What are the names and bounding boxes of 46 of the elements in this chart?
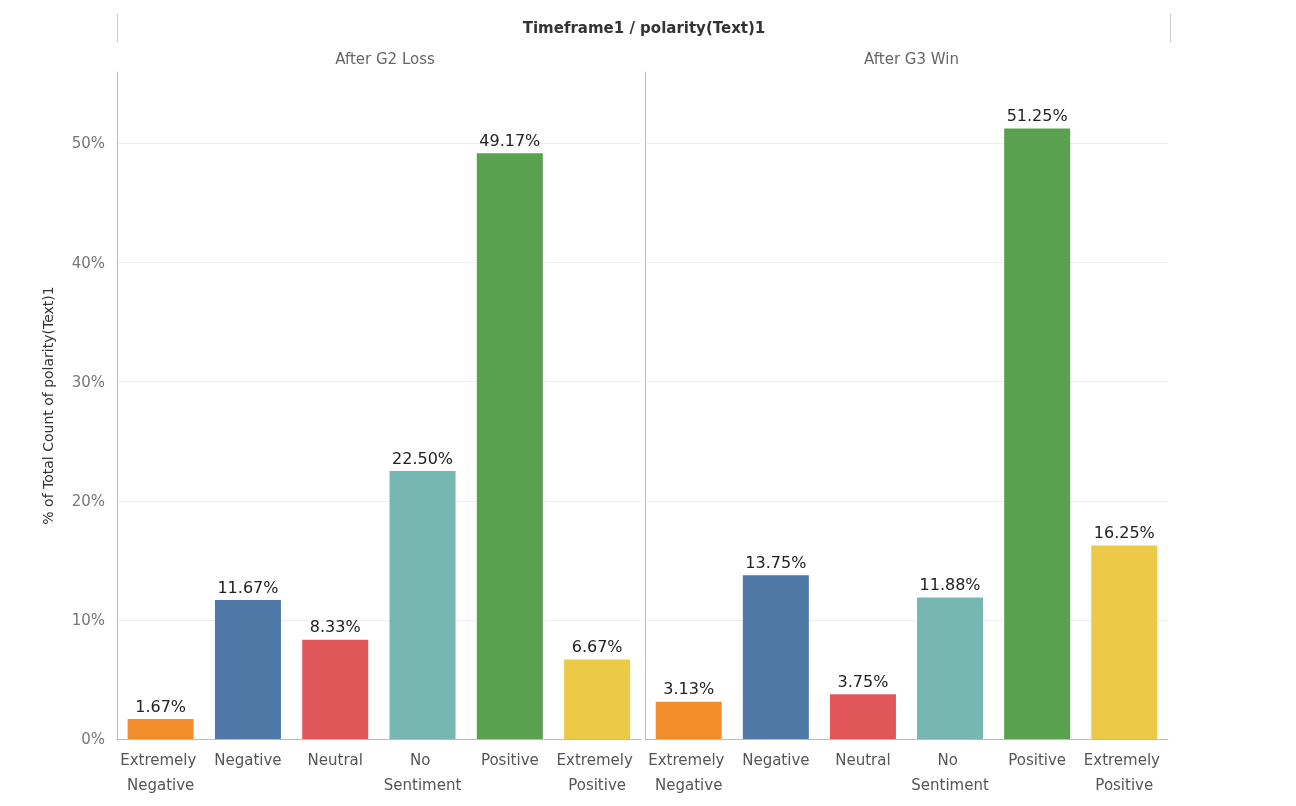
x-tick-label: Neutral (835, 750, 891, 769)
data-label: 13.75% (745, 552, 807, 572)
bar (742, 575, 809, 739)
bar (564, 659, 631, 739)
data-label: 49.17% (479, 130, 541, 150)
x-tick-label: Negative (742, 750, 810, 769)
x-tick-label: Neutral (307, 750, 363, 769)
data-label: 16.25% (1093, 522, 1155, 542)
x-tick-label: Positive (480, 750, 539, 769)
y-tick-label: 40% (71, 253, 105, 272)
x-tick-label: Positive (1008, 750, 1067, 769)
bar (214, 600, 281, 739)
chart-subtitle: After G3 Win (864, 49, 959, 68)
data-label: 3.75% (837, 671, 889, 691)
data-label: 8.33% (309, 617, 361, 637)
x-tick-label: Extremely Positive (556, 750, 638, 794)
y-tick-label: 10% (71, 610, 105, 629)
x-tick-label: Extremely Negative (120, 750, 202, 794)
chart-title: Timeframe1 / polarity(Text)1 (117, 14, 1171, 42)
bar (1004, 128, 1071, 739)
y-tick-label: 50% (71, 134, 105, 153)
data-label: 11.67% (217, 577, 279, 597)
bar (389, 471, 456, 739)
x-tick-label: No Sentiment (383, 750, 462, 794)
data-label: 3.13% (663, 679, 715, 699)
x-tick-label: Extremely Negative (648, 750, 730, 794)
y-axis-title: % of Total Count of polarity(Text)1 (40, 286, 56, 525)
bar (127, 719, 194, 739)
y-tick-label: 30% (71, 372, 105, 391)
y-tick-label: 20% (71, 491, 105, 510)
data-label: 22.50% (392, 448, 454, 468)
x-tick-label: No Sentiment (911, 750, 989, 794)
x-tick-label: Extremely Positive (1083, 750, 1165, 794)
bar (917, 597, 984, 739)
y-tick-label: 0% (81, 730, 105, 748)
bar (655, 701, 722, 739)
data-label: 1.67% (135, 696, 187, 716)
bar (302, 639, 369, 739)
data-label: 6.67% (571, 637, 623, 657)
x-tick-label: Negative (214, 750, 282, 769)
data-label: 11.88% (919, 575, 981, 594)
data-label: 51.25% (1006, 106, 1068, 126)
bar (829, 694, 896, 739)
bar (1091, 545, 1158, 739)
chart-subtitle: After G2 Loss (335, 49, 435, 68)
bar (476, 153, 543, 739)
